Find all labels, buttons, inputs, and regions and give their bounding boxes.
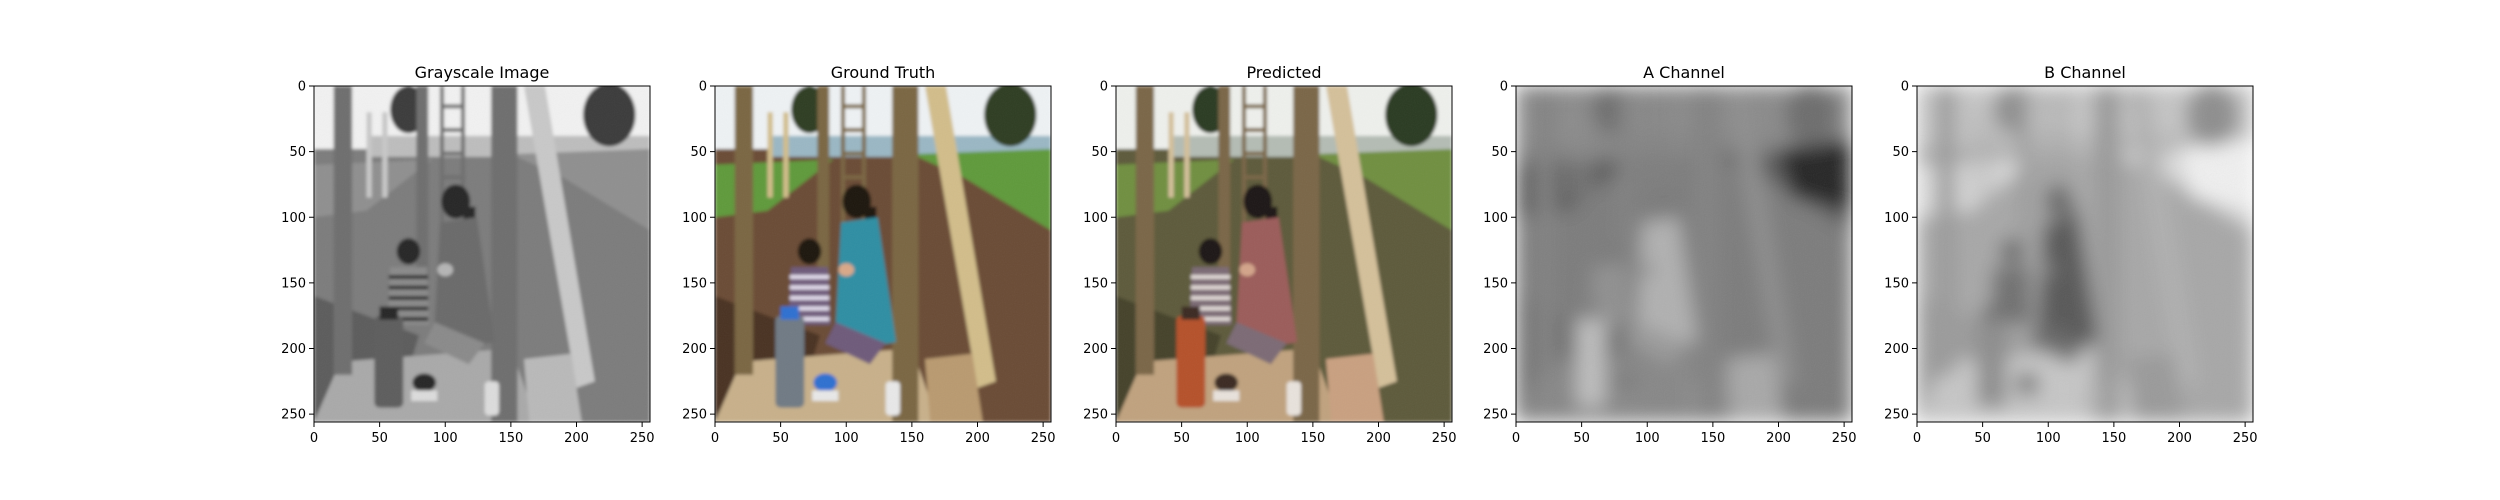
y-tick-label: 250: [281, 408, 306, 423]
x-tick-label: 250: [2233, 431, 2258, 446]
panel-image: [1116, 86, 1452, 422]
y-tick-label: 200: [1083, 342, 1108, 357]
panel-image: [715, 86, 1051, 422]
x-tick-label: 200: [2167, 431, 2192, 446]
y-tick-label: 150: [682, 276, 707, 291]
x-tick-label: 0: [1913, 431, 1921, 446]
panel-image: [1516, 86, 1852, 422]
x-tick-label: 0: [1512, 431, 1520, 446]
axes-frame: [1515, 85, 1853, 423]
chart-panel: Ground Truth 0 50 100 150 200 250 0 50 100 150 200 2…: [682, 63, 1055, 446]
x-tick-label: 50: [1173, 431, 1190, 446]
y-tick-label: 100: [1083, 211, 1108, 226]
axes-frame: [1115, 85, 1453, 423]
y-tick-label: 0: [298, 80, 306, 95]
y-tick-label: 50: [1091, 145, 1108, 160]
x-tick-label: 0: [711, 431, 719, 446]
x-tick-label: 150: [498, 431, 523, 446]
image-grain: [1116, 86, 1452, 422]
x-tick-label: 100: [433, 431, 458, 446]
panel-image: [1917, 86, 2253, 422]
x-tick-label: 100: [1635, 431, 1660, 446]
y-tick-label: 200: [682, 342, 707, 357]
x-tick-label: 0: [310, 431, 318, 446]
y-tick-label: 50: [1892, 145, 1909, 160]
y-tick-label: 0: [1901, 80, 1909, 95]
y-tick-label: 200: [1483, 342, 1508, 357]
y-tick-label: 100: [281, 211, 306, 226]
x-tick-label: 250: [1031, 431, 1056, 446]
y-tick-label: 200: [281, 342, 306, 357]
axes-frame: [714, 85, 1052, 423]
chart-title: B Channel: [2044, 63, 2126, 82]
x-tick-label: 150: [1700, 431, 1725, 446]
x-tick-label: 100: [2036, 431, 2061, 446]
image-grain: [715, 86, 1051, 422]
panels-group: Grayscale Image 0 50 100 150 200 250 0 50 100 150 2…: [281, 63, 2257, 446]
y-tick-label: 150: [1083, 276, 1108, 291]
y-tick-label: 250: [682, 408, 707, 423]
x-tick-label: 150: [2101, 431, 2126, 446]
x-tick-label: 100: [834, 431, 859, 446]
image-grain: [1516, 86, 1852, 422]
chart-panel: Predicted 0 50 100 150 200 250 0 50 100 150 200 250: [1083, 63, 1456, 446]
x-tick-label: 50: [1573, 431, 1590, 446]
chart-title: A Channel: [1643, 63, 1725, 82]
x-tick-label: 0: [1112, 431, 1120, 446]
x-tick-label: 50: [371, 431, 388, 446]
y-tick-label: 100: [1884, 211, 1909, 226]
y-tick-label: 0: [1500, 80, 1508, 95]
x-tick-label: 50: [772, 431, 789, 446]
x-tick-label: 250: [1832, 431, 1857, 446]
y-tick-label: 250: [1083, 408, 1108, 423]
panel-image: [314, 86, 650, 422]
y-tick-label: 150: [1483, 276, 1508, 291]
x-tick-label: 250: [1432, 431, 1457, 446]
y-tick-label: 0: [699, 80, 707, 95]
chart-title: Grayscale Image: [415, 63, 550, 82]
chart-panel: B Channel 0 50 100 150 200 250 0 50 100 150 200 250: [1884, 63, 2257, 446]
y-tick-label: 100: [682, 211, 707, 226]
chart-title: Predicted: [1246, 63, 1321, 82]
y-tick-label: 200: [1884, 342, 1909, 357]
y-tick-label: 250: [1483, 408, 1508, 423]
x-tick-label: 200: [564, 431, 589, 446]
axes-frame: [313, 85, 651, 423]
x-tick-label: 100: [1235, 431, 1260, 446]
y-tick-label: 50: [1491, 145, 1508, 160]
image-grain: [1917, 86, 2253, 422]
x-tick-label: 150: [1300, 431, 1325, 446]
x-tick-label: 50: [1974, 431, 1991, 446]
chart-panel: A Channel 0 50 100 150 200 250 0 50 100 150 200 250: [1483, 63, 1856, 446]
y-tick-label: 50: [690, 145, 707, 160]
x-tick-label: 200: [1366, 431, 1391, 446]
x-tick-label: 250: [630, 431, 655, 446]
chart-title: Ground Truth: [831, 63, 936, 82]
y-tick-label: 100: [1483, 211, 1508, 226]
x-tick-label: 200: [965, 431, 990, 446]
y-tick-label: 250: [1884, 408, 1909, 423]
y-tick-label: 150: [281, 276, 306, 291]
chart-panel: Grayscale Image 0 50 100 150 200 250 0 50 100 150 2…: [281, 63, 654, 446]
y-tick-label: 0: [1100, 80, 1108, 95]
x-tick-label: 200: [1766, 431, 1791, 446]
y-tick-label: 50: [289, 145, 306, 160]
image-grain: [314, 86, 650, 422]
y-tick-label: 150: [1884, 276, 1909, 291]
axes-frame: [1916, 85, 2254, 423]
x-tick-label: 150: [899, 431, 924, 446]
